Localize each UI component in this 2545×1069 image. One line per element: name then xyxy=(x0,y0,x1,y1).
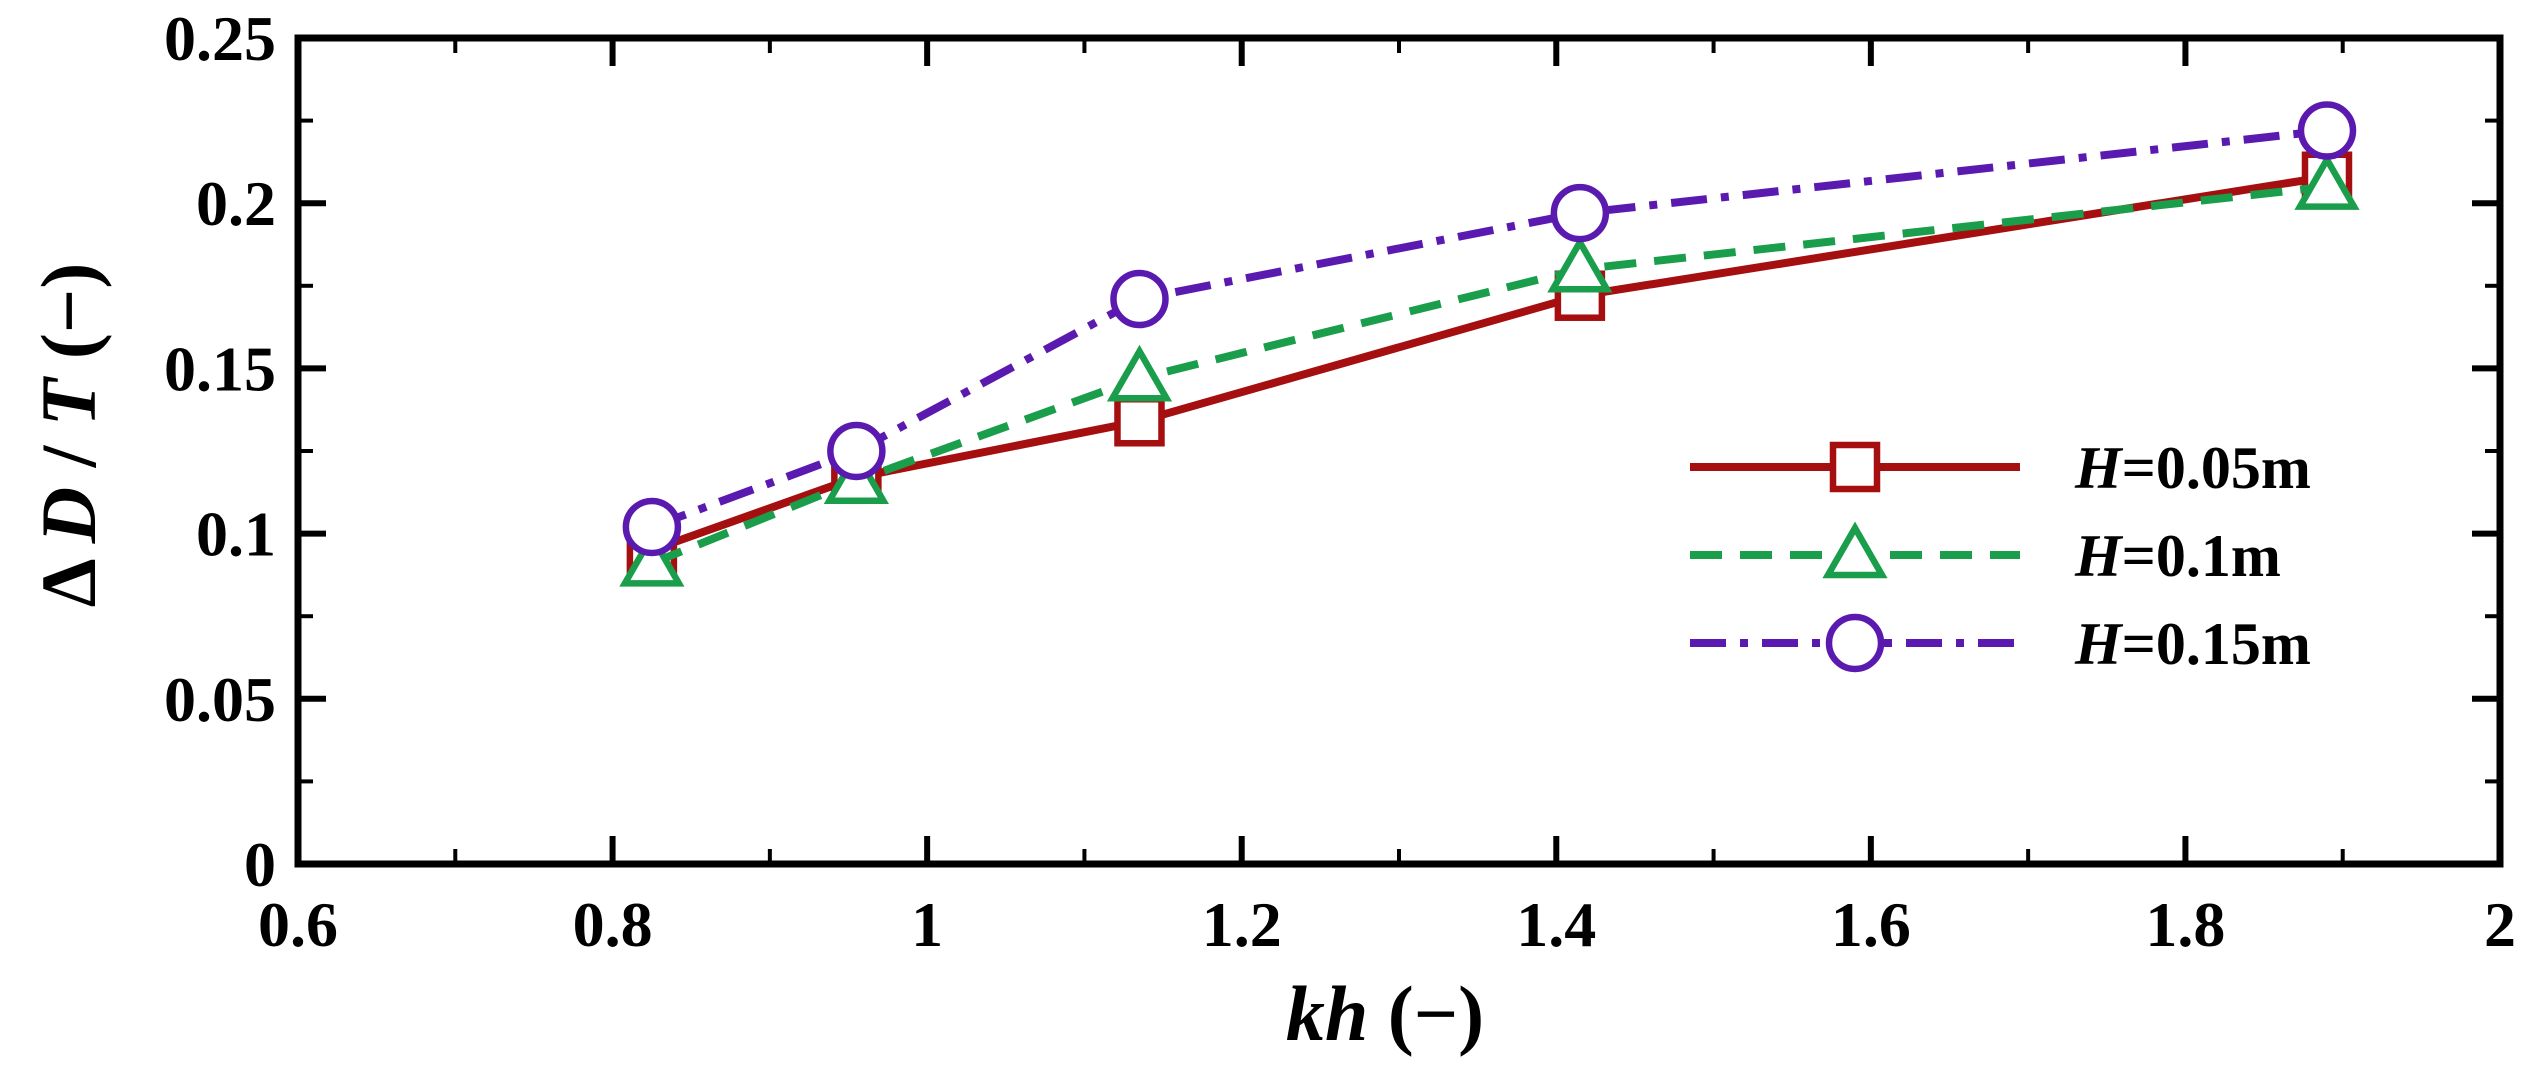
legend-marker-2 xyxy=(1822,521,1888,579)
y-tick-label: 0.25 xyxy=(164,3,276,74)
legend-label-3-var: H xyxy=(2074,611,2124,677)
legend-marker-3 xyxy=(1825,613,1885,673)
data-point-circle xyxy=(622,497,682,557)
series-layer xyxy=(619,101,2360,587)
series-line-2 xyxy=(650,182,2328,568)
legend-label-3-value: =0.15m xyxy=(2122,611,2311,677)
x-tick-label: 1.8 xyxy=(2145,889,2225,960)
x-axis-label-var: kh xyxy=(1286,970,1368,1057)
x-tick-label: 1.6 xyxy=(1831,889,1911,960)
y-tick-label: 0.15 xyxy=(164,333,276,404)
y-tick-labels: 0 0.05 0.1 0.15 0.2 0.25 xyxy=(164,3,276,900)
legend: H=0.05m H=0.1m H=0.15m xyxy=(1690,435,2311,677)
y-axis-label-delta: Δ xyxy=(25,543,112,607)
data-point-circle xyxy=(2297,101,2357,160)
data-point-circle xyxy=(827,421,886,481)
y-tick-label: 0.2 xyxy=(196,168,276,239)
legend-entry-2: H=0.1m xyxy=(1690,521,2281,589)
data-point-square xyxy=(1114,396,1165,447)
legend-label-2: H=0.1m xyxy=(2074,523,2281,589)
x-tick-label: 0.6 xyxy=(258,889,338,960)
data-point-triangle xyxy=(1547,235,1613,293)
x-tick-label: 1.2 xyxy=(1202,889,1282,960)
x-tick-label: 0.8 xyxy=(573,889,653,960)
data-point-circle xyxy=(1550,183,1610,243)
legend-marker-triangle xyxy=(1822,521,1888,579)
x-tick-label: 1.4 xyxy=(1516,889,1596,960)
legend-label-3: H=0.15m xyxy=(2074,611,2311,677)
plot-frame xyxy=(294,34,2504,868)
legend-marker-1 xyxy=(1829,441,1881,493)
legend-label-2-var: H xyxy=(2074,523,2124,589)
legend-label-1-value: =0.05m xyxy=(2122,435,2311,501)
x-tick-labels: 0.6 0.8 1 1.2 1.4 1.6 1.8 2 xyxy=(258,889,2516,960)
legend-label-1-var: H xyxy=(2074,435,2124,501)
x-axis-label: kh (−) xyxy=(1286,970,1484,1057)
legend-label-2-value: =0.1m xyxy=(2122,523,2281,589)
series-3 xyxy=(622,101,2357,557)
y-axis-label-var-t: T xyxy=(25,375,112,426)
series-2 xyxy=(619,153,2360,587)
y-tick-label: 0.05 xyxy=(164,664,276,735)
legend-entry-1: H=0.05m xyxy=(1690,435,2311,501)
x-axis-label-unit: (−) xyxy=(1368,970,1484,1057)
data-point-triangle xyxy=(1106,344,1173,402)
data-point-triangle xyxy=(619,529,685,587)
legend-label-1: H=0.05m xyxy=(2074,435,2311,501)
y-axis-label-var-d: D xyxy=(25,487,112,544)
y-axis-label: Δ D / T (−) xyxy=(25,263,112,608)
y-tick-label: 0 xyxy=(244,829,276,900)
data-point-circle xyxy=(1110,269,1169,329)
legend-entry-3: H=0.15m xyxy=(1690,611,2311,677)
y-axis-label-unit: (−) xyxy=(25,263,112,379)
y-tick-label: 0.1 xyxy=(196,499,276,570)
series-1 xyxy=(626,151,2353,576)
legend-marker-circle xyxy=(1825,613,1885,673)
data-point-triangle xyxy=(2294,153,2360,210)
y-axis-label-sep: / xyxy=(25,426,112,487)
x-tick-label: 2 xyxy=(2484,889,2516,960)
legend-marker-square xyxy=(1829,441,1881,493)
x-tick-label: 1 xyxy=(911,889,943,960)
